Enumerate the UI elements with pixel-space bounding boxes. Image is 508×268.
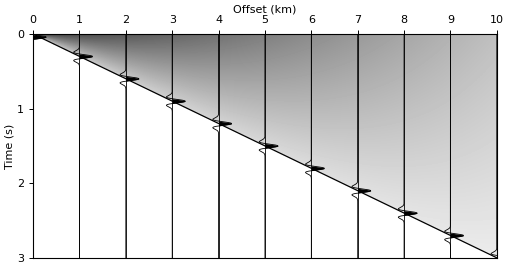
Y-axis label: Time (s): Time (s) (4, 123, 14, 169)
X-axis label: Offset (km): Offset (km) (233, 4, 297, 14)
